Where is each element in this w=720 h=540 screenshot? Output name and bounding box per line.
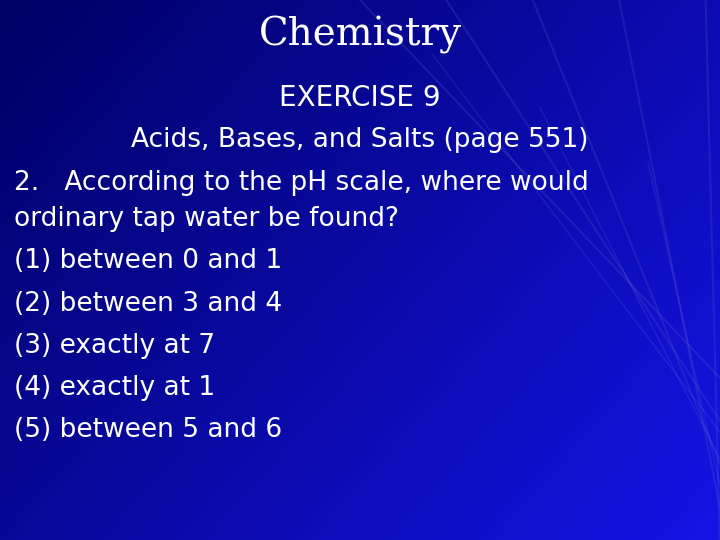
Text: Acids, Bases, and Salts (page 551): Acids, Bases, and Salts (page 551): [131, 127, 589, 153]
Text: ordinary tap water be found?: ordinary tap water be found?: [14, 206, 400, 232]
Text: EXERCISE 9: EXERCISE 9: [279, 84, 441, 112]
Text: 2.   According to the pH scale, where would: 2. According to the pH scale, where woul…: [14, 170, 589, 196]
Text: Chemistry: Chemistry: [258, 16, 462, 54]
Text: (2) between 3 and 4: (2) between 3 and 4: [14, 291, 282, 316]
Text: (4) exactly at 1: (4) exactly at 1: [14, 375, 215, 401]
Text: (1) between 0 and 1: (1) between 0 and 1: [14, 248, 282, 274]
Text: (5) between 5 and 6: (5) between 5 and 6: [14, 417, 282, 443]
Text: (3) exactly at 7: (3) exactly at 7: [14, 333, 215, 359]
